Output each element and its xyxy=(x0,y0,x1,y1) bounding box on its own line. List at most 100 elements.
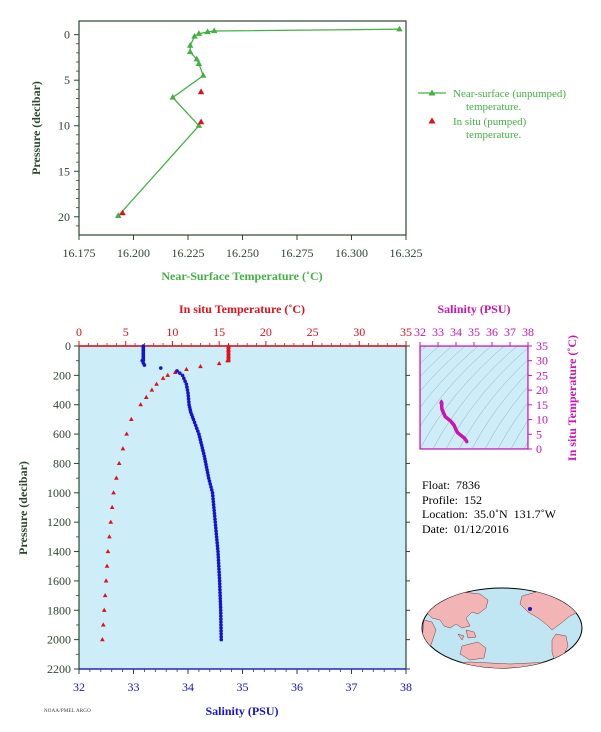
salinity-point xyxy=(210,493,215,498)
legend-triangle-insitu xyxy=(428,117,436,124)
main-y-tick-label: 800 xyxy=(53,456,71,470)
top-y-tick-label: 0 xyxy=(64,28,70,42)
insitu-temperature-point xyxy=(114,475,119,480)
salinity-point xyxy=(206,473,210,478)
insitu-temperature-point xyxy=(103,578,109,583)
main-bottom-tick-label: 36 xyxy=(291,680,303,694)
ts-density-contour xyxy=(432,346,518,449)
ts-density-contour xyxy=(484,386,528,449)
ts-x-tick-label: 32 xyxy=(414,325,426,339)
salinity-point xyxy=(187,399,191,404)
surface-temperature-point xyxy=(186,48,194,55)
main-top-tick-label: 10 xyxy=(166,325,178,339)
salinity-point xyxy=(201,448,205,453)
salinity-point xyxy=(175,369,179,373)
ts-density-contour xyxy=(420,346,492,427)
ts-x-tick-label: 36 xyxy=(486,325,498,339)
salinity-point xyxy=(218,590,222,595)
ts-y-tick-label: 5 xyxy=(536,427,542,441)
insitu-temperature-point xyxy=(149,387,155,392)
location-row: Location: 35.0˚N 131.7˚W xyxy=(422,507,556,522)
main-y-tick-label: 2200 xyxy=(47,662,71,676)
top-x-tick-label: 16.275 xyxy=(281,246,314,260)
salinity-point xyxy=(218,605,223,610)
top-y-tick-label: 15 xyxy=(58,164,70,178)
salinity-point xyxy=(203,457,207,461)
salinity-point xyxy=(218,587,222,592)
salinity-point xyxy=(202,454,207,458)
insitu-temperature-point xyxy=(216,361,222,366)
legend-triangle-surface xyxy=(428,89,436,96)
surface-temperature-point xyxy=(200,72,207,78)
salinity-point xyxy=(216,561,221,566)
salinity-point xyxy=(198,437,203,442)
surface-temperature-point xyxy=(204,28,211,35)
salinity-point xyxy=(200,446,205,450)
salinity-point xyxy=(212,508,216,513)
insitu-temperature-point xyxy=(160,375,166,380)
salinity-point xyxy=(216,552,220,557)
top-y-tick-label: 10 xyxy=(58,119,70,133)
ts-point xyxy=(465,439,469,444)
salinity-point xyxy=(218,611,223,616)
salinity-point xyxy=(204,465,209,469)
insitu-temperature-point xyxy=(184,366,189,372)
salinity-point xyxy=(204,462,208,467)
main-top-tick-label: 25 xyxy=(307,325,319,339)
ts-y-tick-label: 35 xyxy=(536,339,548,353)
salinity-point xyxy=(197,432,201,436)
salinity-point xyxy=(185,385,189,389)
insitu-temperature-point xyxy=(104,563,110,568)
salinity-point xyxy=(217,573,222,577)
insitu-temperature-point xyxy=(165,372,171,377)
main-y-tick-label: 2000 xyxy=(47,633,71,647)
top-x-tick-label: 16.200 xyxy=(117,246,150,260)
surface-temperature-point xyxy=(186,41,194,48)
salinity-point xyxy=(192,420,197,425)
profile-row: Profile: 152 xyxy=(422,493,556,508)
insitu-temperature-point xyxy=(124,431,129,436)
ts-density-contour xyxy=(445,347,528,449)
surface-temperature-point xyxy=(210,27,218,34)
salinity-point xyxy=(214,529,218,533)
main-bottom-axis-label: Salinity (PSU) xyxy=(205,704,278,718)
top-x-axis-label: Near-Surface Temperature (˚C) xyxy=(161,269,322,283)
main-y-tick-label: 600 xyxy=(53,427,71,441)
salinity-point xyxy=(183,379,187,384)
date-label: Date: xyxy=(422,521,448,536)
salinity-point xyxy=(191,417,196,422)
ts-x-tick-label: 34 xyxy=(450,325,462,339)
main-top-axis-label: In situ Temperature (˚C) xyxy=(179,302,305,316)
salinity-point xyxy=(201,451,206,456)
legend-insitu-line2: temperature. xyxy=(466,129,522,141)
ts-density-contour xyxy=(420,346,440,364)
main-top-tick-label: 35 xyxy=(400,325,412,339)
surface-temperature-point xyxy=(195,60,203,66)
ts-y-tick-label: 10 xyxy=(536,413,548,427)
salinity-point xyxy=(217,579,222,583)
ts-y-axis-label: In situ Temperature (˚C) xyxy=(565,335,579,461)
top-x-tick-label: 16.175 xyxy=(63,246,96,260)
salinity-point xyxy=(199,443,204,447)
insitu-temperature-point xyxy=(197,88,205,95)
ts-x-tick-label: 35 xyxy=(468,325,480,339)
salinity-point xyxy=(210,491,215,495)
insitu-temperature-point xyxy=(111,490,116,495)
location-label: Location: xyxy=(422,507,468,521)
ts-y-tick-label: 0 xyxy=(536,442,542,456)
salinity-point xyxy=(219,623,223,627)
main-top-tick-label: 5 xyxy=(123,325,129,339)
salinity-point xyxy=(219,614,223,618)
salinity-point xyxy=(186,394,191,398)
profile-label: Profile: xyxy=(422,492,458,507)
ts-y-tick-label: 15 xyxy=(536,398,548,412)
insitu-temperature-point xyxy=(197,118,205,125)
insitu-temperature-point xyxy=(108,519,114,524)
salinity-point xyxy=(203,459,208,464)
salinity-point xyxy=(207,479,212,483)
salinity-point xyxy=(219,617,223,621)
salinity-point xyxy=(184,382,189,386)
main-top-tick-label: 0 xyxy=(76,325,82,339)
main-bottom-tick-label: 37 xyxy=(346,680,358,694)
salinity-point xyxy=(213,526,218,530)
